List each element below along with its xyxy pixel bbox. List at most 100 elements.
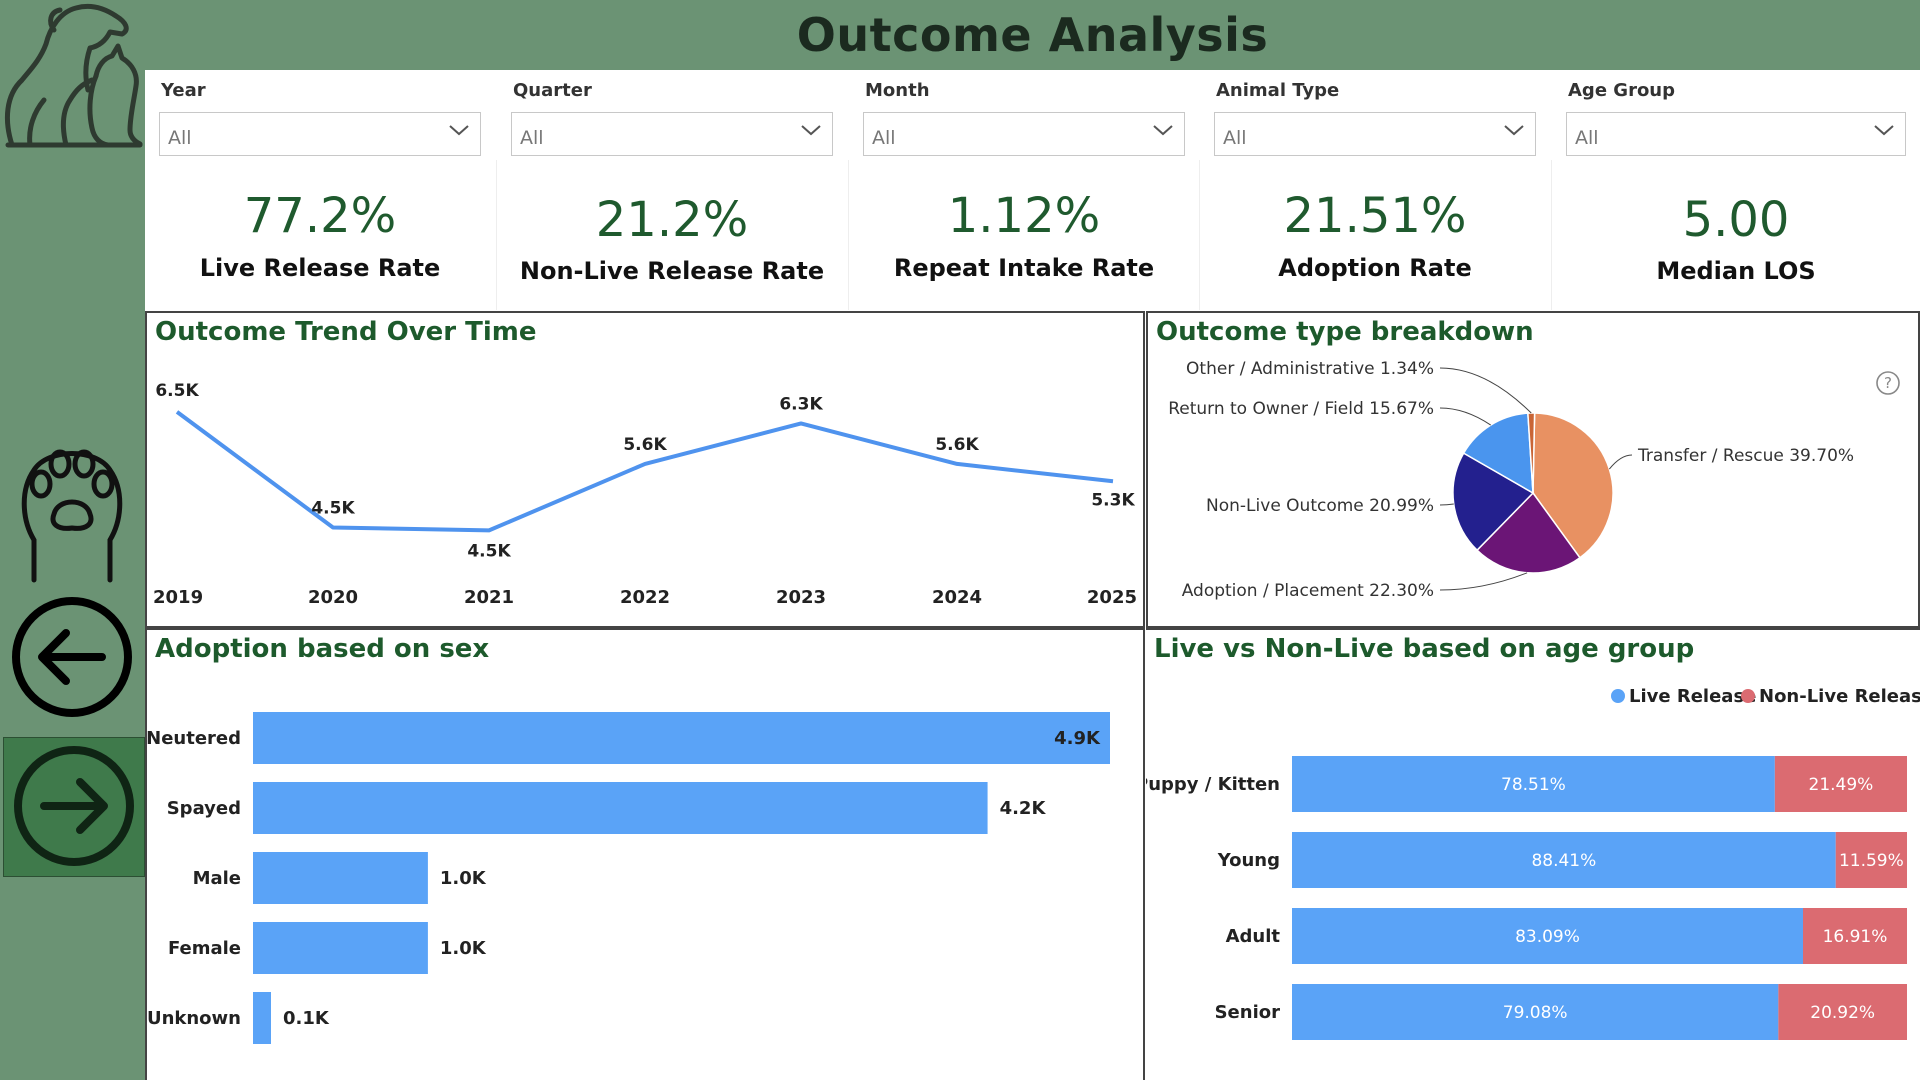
- bar-nonlive: [1803, 908, 1907, 964]
- pie-slice: [1462, 412, 1534, 495]
- x-tick-label: 2023: [776, 587, 826, 608]
- data-label: 6.5K: [155, 381, 199, 401]
- dog-cat-icon: [4, 3, 143, 148]
- data-label: 11.59%: [1839, 851, 1904, 871]
- arrow-right-icon: [14, 746, 134, 866]
- bar-live: [1292, 832, 1836, 888]
- filter-month: Month All: [849, 70, 1199, 160]
- filter-label: Year: [161, 80, 206, 101]
- bar-nonlive: [1774, 756, 1907, 812]
- series-line: [175, 410, 1114, 533]
- pie-slice: [1452, 452, 1535, 552]
- filter-age-group: Age Group All: [1552, 70, 1920, 160]
- legend-marker-live: [1611, 689, 1625, 703]
- kpi-label: Adoption Rate: [1278, 254, 1472, 282]
- leader-line: [1439, 572, 1528, 591]
- bar-live: [1292, 756, 1775, 812]
- data-label: 83.09%: [1515, 927, 1580, 947]
- forward-button[interactable]: [3, 737, 145, 877]
- filter-label: Quarter: [513, 80, 592, 101]
- category-label: Senior: [1215, 1002, 1281, 1023]
- slice-label: Non-Live Outcome 20.99%: [1206, 496, 1434, 516]
- legend-label: Live Release: [1629, 686, 1756, 707]
- kpi-divider: [1551, 160, 1552, 310]
- x-tick-label: 2024: [932, 587, 982, 608]
- chevron-down-icon: [449, 125, 469, 136]
- pie-slice: [1476, 491, 1581, 574]
- chart-title: Outcome type breakdown: [1156, 317, 1534, 347]
- year-dropdown[interactable]: All: [159, 112, 481, 156]
- leader-line: [1439, 503, 1454, 506]
- data-label: 5.3K: [1091, 490, 1135, 510]
- category-label: Female: [168, 938, 241, 959]
- data-label: 78.51%: [1501, 775, 1566, 795]
- chevron-down-icon: [1874, 125, 1894, 136]
- slice-label: Other / Administrative 1.34%: [1186, 359, 1434, 379]
- chevron-down-icon: [1504, 125, 1524, 136]
- quarter-dropdown[interactable]: All: [511, 112, 833, 156]
- leader-line: [1439, 367, 1532, 414]
- header-bar: [145, 0, 1920, 70]
- kpi-divider: [848, 160, 849, 310]
- x-tick-label: 2025: [1087, 587, 1137, 608]
- kpi-live-release-rate: 77.2% Live Release Rate: [145, 160, 495, 310]
- data-label: 4.2K: [1000, 798, 1047, 819]
- month-dropdown[interactable]: All: [863, 112, 1185, 156]
- kpi-median-los: 5.00 Median LOS: [1552, 160, 1920, 310]
- kpi-label: Median LOS: [1656, 257, 1816, 285]
- slice-label: Transfer / Rescue 39.70%: [1637, 446, 1854, 466]
- outcome-breakdown-panel: Outcome type breakdown Transfer / Rescue…: [1146, 311, 1920, 628]
- bar: [253, 992, 271, 1044]
- data-label: 20.92%: [1810, 1003, 1875, 1023]
- pie-slice: [1532, 412, 1614, 559]
- data-label: 79.08%: [1503, 1003, 1568, 1023]
- dropdown-value: All: [520, 127, 544, 149]
- data-label: 1.0K: [440, 868, 487, 889]
- animal-type-dropdown[interactable]: All: [1214, 112, 1536, 156]
- stacked-bar-chart: Live Release Non-Live Release 78.51% 21.49%…: [1146, 686, 1920, 1040]
- data-label: 0.1K: [283, 1008, 330, 1029]
- kpi-adoption-rate: 21.51% Adoption Rate: [1200, 160, 1550, 310]
- dropdown-value: All: [872, 127, 896, 149]
- filter-animal-type: Animal Type All: [1200, 70, 1550, 160]
- chart-title: Outcome Trend Over Time: [155, 317, 537, 347]
- dropdown-value: All: [1223, 127, 1247, 149]
- data-label: 4.9K: [1054, 728, 1101, 749]
- filter-label: Animal Type: [1216, 80, 1340, 101]
- filter-label: Month: [865, 80, 930, 101]
- help-icon[interactable]: ?: [1874, 369, 1902, 397]
- age-group-dropdown[interactable]: All: [1566, 112, 1906, 156]
- sidebar: [0, 0, 145, 1080]
- back-button[interactable]: [10, 595, 134, 719]
- category-label: Unknown: [147, 1008, 241, 1029]
- bar-nonlive: [1778, 984, 1907, 1040]
- bar: [253, 852, 428, 904]
- bar: [253, 712, 1110, 764]
- category-label: Spayed: [167, 798, 241, 819]
- data-label: 4.5K: [467, 541, 511, 561]
- data-label: 5.6K: [935, 435, 979, 455]
- paw-icon: [21, 449, 123, 583]
- data-label: 21.49%: [1809, 775, 1874, 795]
- slice-label: Adoption / Placement 22.30%: [1182, 581, 1434, 601]
- bar-nonlive: [1835, 832, 1907, 888]
- kpi-divider: [496, 160, 497, 310]
- x-tick-label: 2020: [308, 587, 358, 608]
- bar-live: [1292, 908, 1804, 964]
- data-label: 6.3K: [779, 394, 823, 414]
- kpi-value: 1.12%: [947, 188, 1101, 244]
- slice-label: Return to Owner / Field 15.67%: [1168, 399, 1434, 419]
- trend-panel: Outcome Trend Over Time 6.5K 2019 4.5K 2020…: [145, 311, 1145, 628]
- data-label: 88.41%: [1531, 851, 1596, 871]
- pie-slice: [1527, 412, 1536, 494]
- kpi-label: Non-Live Release Rate: [519, 257, 825, 285]
- kpi-non-live-release-rate: 21.2% Non-Live Release Rate: [497, 160, 847, 310]
- kpi-value: 5.00: [1682, 192, 1790, 248]
- legend-marker-nonlive: [1741, 689, 1755, 703]
- kpi-value: 21.51%: [1283, 188, 1467, 244]
- data-label: 16.91%: [1823, 927, 1888, 947]
- filter-year: Year All: [145, 70, 495, 160]
- data-label: 1.0K: [440, 938, 487, 959]
- category-label: Neutered: [147, 728, 241, 749]
- chevron-down-icon: [801, 125, 821, 136]
